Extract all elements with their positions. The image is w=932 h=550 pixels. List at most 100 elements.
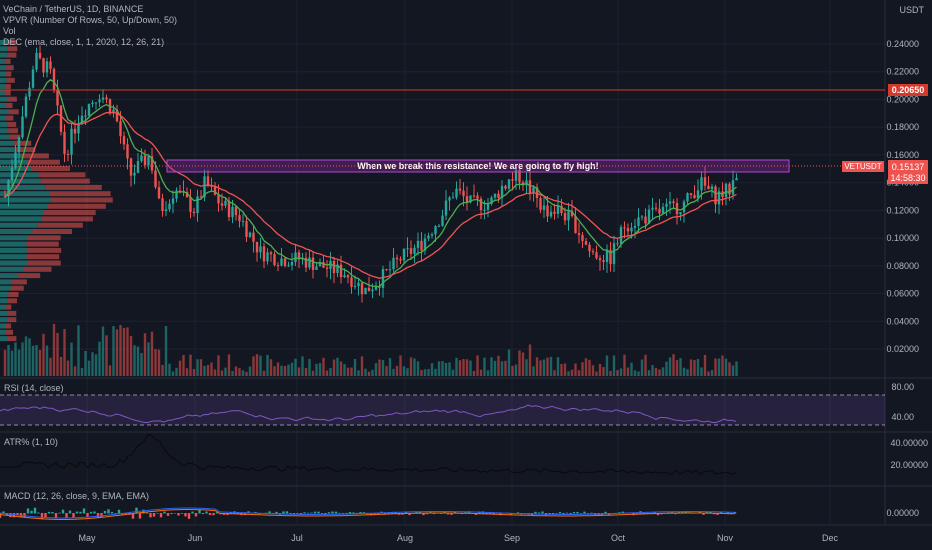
macd-histogram-bar: [275, 511, 278, 514]
candle-body: [308, 257, 311, 268]
candle-body: [150, 156, 154, 171]
candle-body: [413, 247, 416, 254]
macd-histogram-bar: [201, 513, 205, 515]
volume-bar: [507, 349, 511, 376]
candle-body: [378, 286, 381, 288]
volume-bar: [115, 329, 119, 376]
volume-bar: [210, 362, 213, 376]
macd-histogram-bar: [30, 510, 33, 514]
volume-profile-down: [43, 210, 96, 216]
volume-bar: [304, 367, 308, 376]
macd-histogram-bar: [61, 509, 65, 514]
volume-bar: [462, 359, 465, 376]
macd-histogram-bar: [415, 511, 418, 514]
rsi-label[interactable]: RSI (14, close): [4, 383, 64, 393]
candle-body: [402, 248, 406, 261]
macd-histogram-bar: [425, 513, 429, 515]
volume-profile-down: [6, 65, 14, 71]
volume-profile-up: [0, 103, 6, 108]
candle-body: [119, 121, 122, 137]
volume-bar: [241, 370, 245, 376]
volume-bar: [164, 326, 168, 376]
volume-bar: [427, 369, 430, 376]
macd-histogram-bar: [285, 511, 289, 514]
candle-body: [322, 262, 325, 268]
volume-bar: [661, 367, 665, 376]
vol-legend[interactable]: Vol: [3, 26, 16, 36]
macd-histogram-bar: [47, 511, 51, 514]
volume-bar: [185, 368, 189, 376]
volume-profile-down: [12, 279, 27, 285]
volume-bar: [336, 357, 339, 376]
volume-profile-down: [27, 235, 61, 241]
macd-histogram-bar: [268, 511, 271, 514]
volume-bar: [416, 361, 420, 376]
macd-histogram-bar: [576, 511, 579, 514]
candle-body: [133, 172, 136, 176]
volume-profile-up: [0, 147, 16, 153]
volume-bar: [10, 350, 14, 376]
volume-bar: [28, 338, 31, 376]
volume-bar: [49, 357, 52, 376]
time-axis[interactable]: May Jun Jul Aug Sep Oct Nov Dec: [78, 533, 838, 543]
volume-profile-down: [15, 147, 36, 153]
candle-body: [679, 212, 682, 215]
candle-body: [346, 275, 350, 278]
macd-histogram-bar: [110, 511, 114, 514]
volume-bar: [168, 363, 171, 376]
volume-bar: [143, 333, 147, 376]
volume-bar: [171, 371, 175, 376]
candle-body: [668, 201, 672, 204]
atr-label[interactable]: ATR% (1, 10): [4, 437, 58, 447]
candle-body: [714, 186, 717, 205]
volume-bar: [367, 371, 371, 376]
volume-bar: [21, 342, 24, 376]
vpvr-legend[interactable]: VPVR (Number Of Rows, 50, Up/Down, 50): [3, 15, 178, 25]
candle-body: [45, 61, 49, 73]
volume-profile-up: [0, 317, 8, 323]
dec-legend[interactable]: DEC (ema, close, 1, 1, 2020, 12, 26, 21): [3, 37, 165, 47]
macd-pane: 0.00000: [0, 507, 919, 520]
candle-body: [283, 258, 287, 266]
macd-histogram-bar: [142, 509, 145, 514]
volume-bar: [276, 362, 280, 376]
candle-body: [528, 180, 532, 194]
volume-bar: [91, 352, 94, 376]
macd-histogram-bar: [670, 511, 674, 514]
volume-bar: [339, 361, 343, 376]
price-tick-label: 0.22000: [886, 67, 919, 77]
candle-body: [448, 197, 451, 201]
signal-line: [0, 509, 736, 520]
volume-bar: [591, 365, 595, 376]
volume-bar: [283, 366, 287, 376]
volume-profile-up: [0, 109, 9, 115]
volume-profile-up: [0, 128, 9, 134]
volume-bar: [609, 370, 612, 376]
macd-histogram-bar: [75, 511, 79, 514]
candle-body: [290, 262, 294, 266]
volume-bar: [626, 367, 630, 376]
macd-histogram-bar: [334, 511, 338, 514]
volume-profile-down: [5, 103, 13, 108]
volume-profile-down: [47, 203, 106, 209]
macd-histogram-bar: [317, 511, 320, 514]
volume-bar: [700, 367, 703, 376]
volume-bar: [227, 354, 231, 376]
symbol-title[interactable]: VeChain / TetherUS, 1D, BINANCE: [3, 4, 144, 14]
macd-histogram-bar: [9, 513, 12, 518]
volume-bar: [294, 358, 297, 376]
volume-bar: [266, 354, 269, 376]
candle-body: [336, 264, 339, 274]
candle-body: [238, 215, 241, 222]
candle-body: [276, 265, 280, 267]
macd-label[interactable]: MACD (12, 26, close, 9, EMA, EMA): [4, 491, 150, 501]
macd-histogram-bar: [296, 513, 299, 514]
volume-bar: [518, 350, 521, 376]
candle-body: [287, 265, 290, 267]
candle-body: [500, 185, 504, 198]
macd-histogram-bar: [509, 513, 513, 516]
candle-body: [672, 201, 675, 203]
volume-bar: [329, 367, 332, 376]
macd-histogram-bar: [82, 508, 86, 514]
candle-body: [514, 169, 518, 181]
